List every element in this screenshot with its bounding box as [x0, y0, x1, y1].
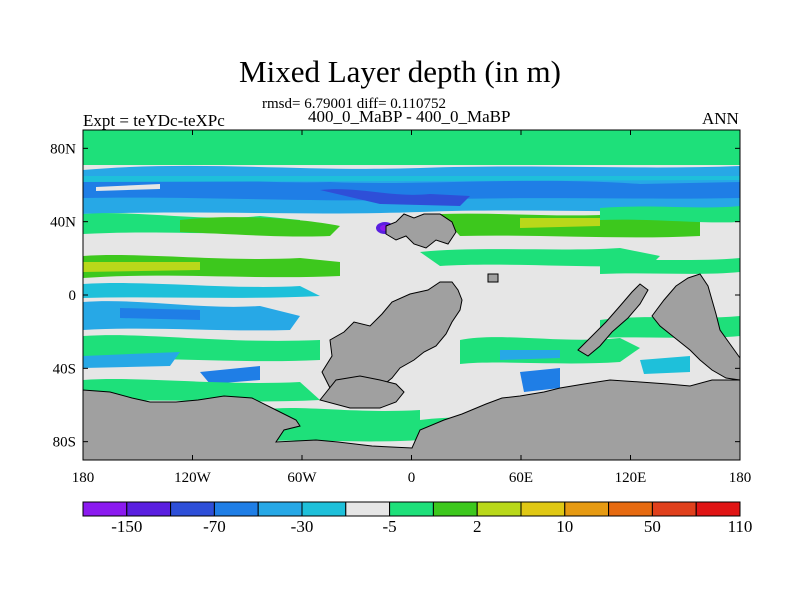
colorbar-swatch — [476, 501, 522, 517]
colorbar-label: 2 — [473, 517, 482, 536]
colorbar-swatch — [213, 501, 259, 517]
land-antarctica — [82, 379, 741, 461]
x-tick-label: 60E — [509, 470, 533, 486]
colorbar-swatch — [345, 501, 391, 517]
axes: 180 120W 60W 0 60E 120E 180 80N 40N 0 40S 80S — [50, 130, 751, 486]
colorbar: -150 -70 -30 -5 2 10 50 110 — [82, 501, 753, 536]
colorbar-label: -150 — [111, 517, 142, 536]
land-europe — [385, 213, 457, 249]
colorbar-swatch — [126, 501, 172, 517]
colorbar-swatch — [82, 501, 128, 517]
y-tick-label: 0 — [69, 288, 77, 304]
colorbar-swatch — [170, 501, 215, 517]
map-panel — [82, 129, 741, 461]
x-tick-label: 0 — [408, 470, 416, 486]
y-tick-label: 80S — [53, 435, 76, 451]
land-mask — [82, 213, 741, 461]
x-tick-label: 180 — [729, 470, 752, 486]
period-label: 400_0_MaBP - 400_0_MaBP — [308, 107, 511, 126]
colorbar-swatch — [301, 501, 347, 517]
season-label: ANN — [702, 109, 739, 128]
x-tick-label: 120W — [174, 470, 212, 486]
colorbar-swatch — [432, 501, 478, 517]
ocean-field — [83, 130, 740, 442]
y-tick-label: 40N — [50, 215, 76, 231]
colorbar-swatch — [564, 501, 610, 517]
colorbar-label: -30 — [291, 517, 314, 536]
stats-line: rmsd= 6.79001 diff= 0.110752 — [262, 96, 446, 112]
y-tick-label: 80N — [50, 141, 76, 157]
land-australia — [651, 273, 741, 381]
colorbar-swatch — [389, 501, 434, 517]
chart-title: Mixed Layer depth (in m) — [239, 54, 561, 89]
colorbar-swatch — [520, 501, 566, 517]
colorbar-label: 110 — [728, 517, 753, 536]
colorbar-label: -70 — [203, 517, 226, 536]
colorbar-swatch — [608, 501, 653, 517]
land-plateau — [319, 375, 405, 409]
colorbar-swatch — [695, 501, 741, 517]
x-tick-label: 60W — [287, 470, 317, 486]
experiment-label: Expt = teYDc-teXPc — [83, 111, 225, 130]
colorbar-swatch — [257, 501, 303, 517]
colorbar-label: 50 — [644, 517, 661, 536]
colorbar-label: -5 — [383, 517, 397, 536]
x-tick-label: 180 — [72, 470, 95, 486]
land-patch — [487, 273, 499, 283]
x-tick-label: 120E — [615, 470, 647, 486]
colorbar-label: 10 — [556, 517, 573, 536]
land-ridge — [577, 283, 649, 357]
colorbar-swatch — [651, 501, 697, 517]
y-tick-label: 40S — [53, 361, 76, 377]
